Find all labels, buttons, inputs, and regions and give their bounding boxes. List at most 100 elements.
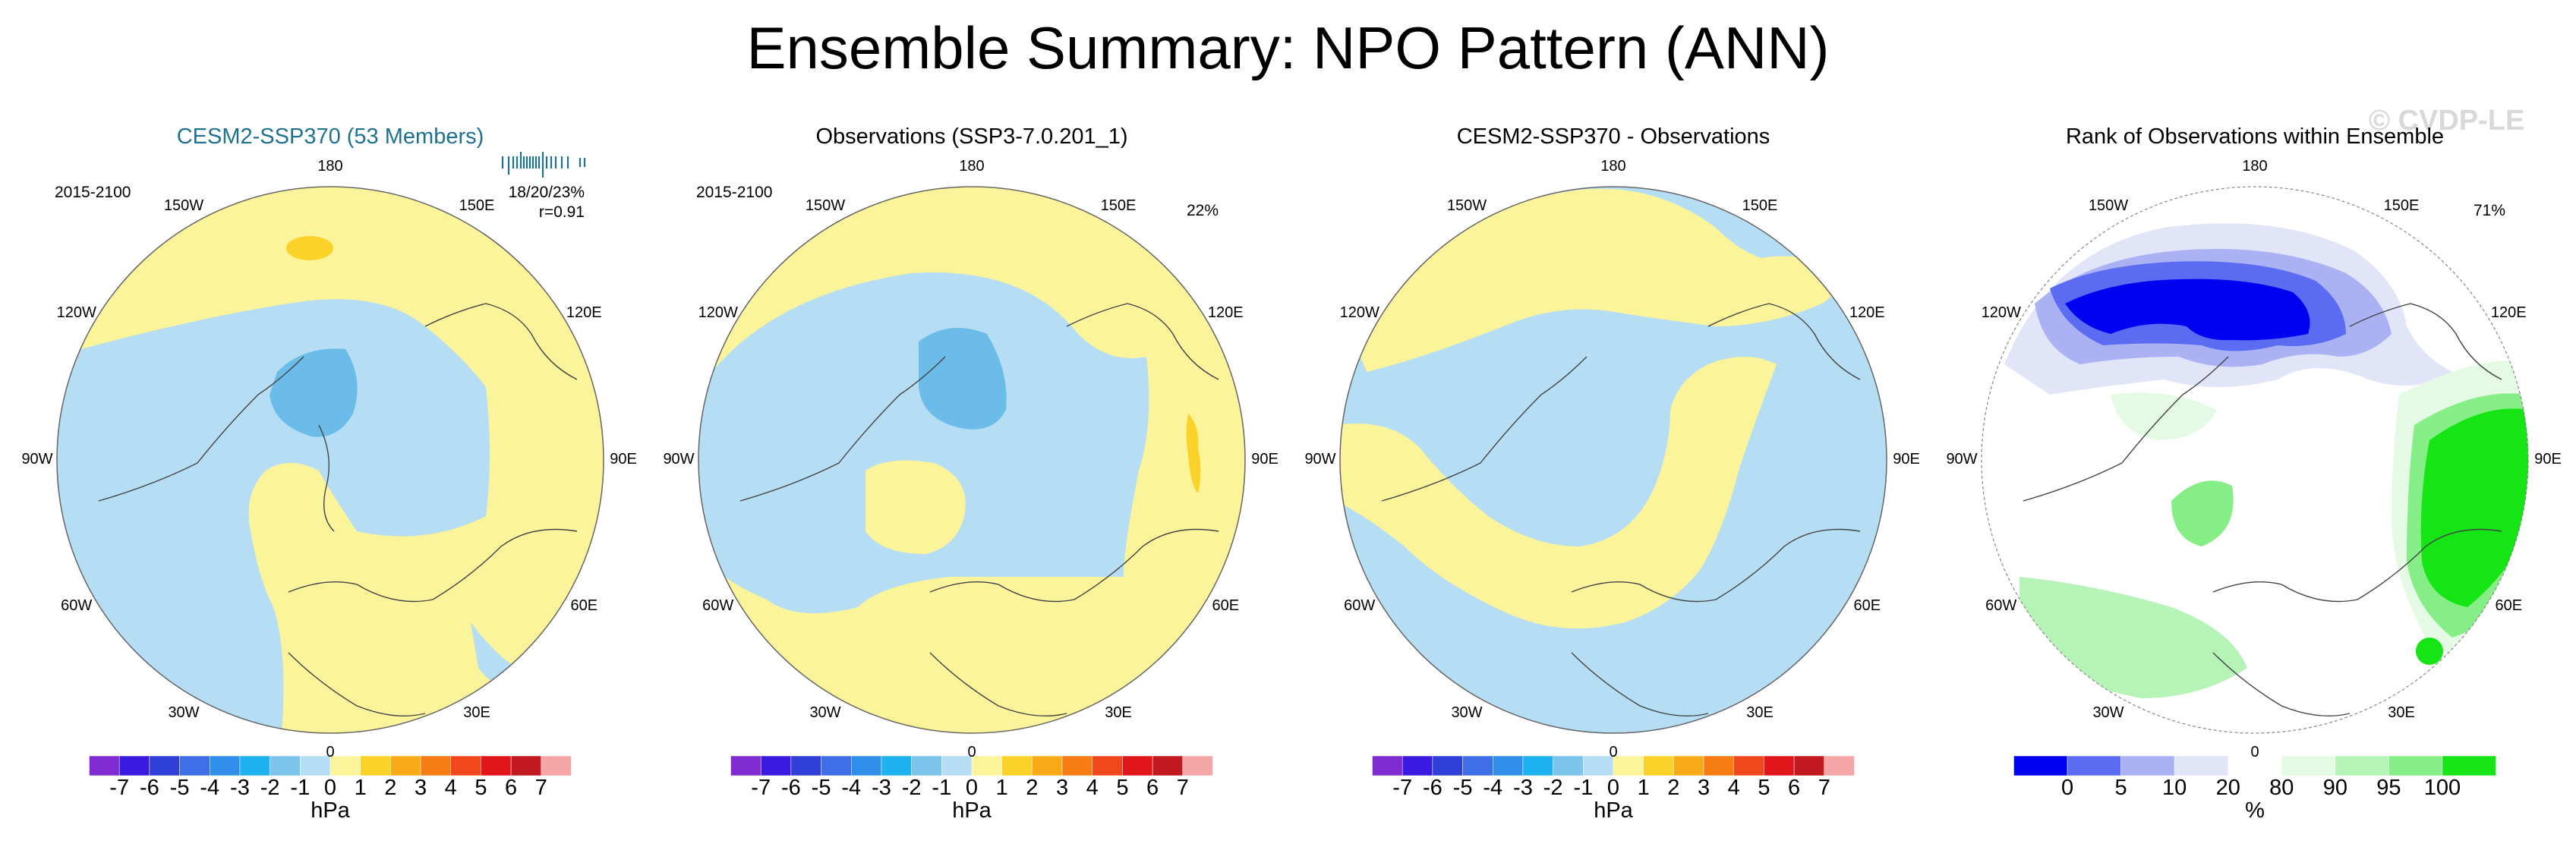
panel-2-colorbar-tick: 5 [1116, 776, 1129, 800]
panel-4-colorbar-tick: 80 [2269, 776, 2294, 800]
panel-3-colorbar-tick: -2 [1543, 776, 1563, 800]
panel-2-colorbar-tick: 3 [1055, 776, 1069, 800]
panel-3-colorbar-box [1613, 755, 1644, 776]
panel-2-colorbar-box [851, 755, 882, 776]
panel-1-lon-label: 90E [610, 451, 637, 468]
panel-2-colorbar-box [730, 755, 761, 776]
panel-1-colorbar-tick: 1 [354, 776, 367, 800]
figure-title: Ensemble Summary: NPO Pattern (ANN) [746, 14, 1830, 81]
panel-1-negative-field [57, 299, 490, 733]
panel-4-colorbar-tick: 90 [2322, 776, 2347, 800]
panel-3-colorbar-tick: 4 [1727, 776, 1740, 800]
panel-2-lon-label: 90W [663, 451, 695, 468]
panel-3-boundary [1339, 186, 1887, 734]
panel-1-colorbar-tick: 0 [323, 776, 337, 800]
panel-1-colorbar-box [89, 755, 120, 776]
panel-2-lon-label: 180 [959, 158, 985, 175]
panel-1-colorbar-box [239, 755, 270, 776]
panel-2-negative-field [698, 272, 1149, 613]
panel-3-lon-label: 30W [1451, 704, 1483, 722]
panel-1-colorbar-tick: -5 [169, 776, 190, 800]
panel-1-lon-label: 60W [61, 597, 93, 614]
panel-1-lon-label: 90W [21, 451, 53, 468]
panel-1-colorbar-box [420, 755, 451, 776]
panel-1-lon-label: 120E [566, 304, 602, 321]
panel-2-colorbar-box [1092, 755, 1123, 776]
panel-2-lon-label: 30W [809, 704, 841, 722]
panel-3-colorbar-tick: -4 [1483, 776, 1503, 800]
panel-3-colorbar-box [1402, 755, 1433, 776]
panel-4-colorbar-box [2442, 755, 2496, 776]
panel-4-green-bright [2420, 408, 2528, 607]
panel-2-colorbar-box [821, 755, 852, 776]
panel-3-lon-label: 150E [1742, 197, 1778, 214]
panel-3-colorbar-tick: 1 [1637, 776, 1650, 800]
panel-4-colorbar-tick: 0 [2060, 776, 2074, 800]
panel-2-colorbar-tick: -7 [751, 776, 771, 800]
panel-3-colorbar-tick: 5 [1758, 776, 1770, 800]
panel-4-deep-blue [2065, 279, 2310, 341]
panel-4-colorbar-tick: 5 [2114, 776, 2127, 800]
panel-1-arctic-low [270, 348, 358, 437]
panel-4-lon-label: 120E [2490, 304, 2527, 321]
panel-4-title: Rank of Observations within Ensemble [2065, 124, 2445, 149]
panel-1-colorbar-box [541, 755, 572, 776]
panel-3-colorbar-tick: 7 [1818, 776, 1830, 800]
panel-3-colorbar-tick: 2 [1667, 776, 1680, 800]
panel-4-lon-label: 0 [2250, 744, 2259, 760]
panel-4-boundary [1981, 186, 2529, 734]
panel-1-colorbar-box [270, 755, 301, 776]
panel-2-colorbar-tick: -3 [872, 776, 891, 800]
panel-4-lon-label: 120W [1981, 304, 2021, 321]
colorbars [89, 755, 2496, 776]
panel-1-lon-label: 150W [163, 197, 204, 214]
panel-3-lon-label: 150W [1446, 197, 1487, 214]
panel-2-colorbar-tick: 4 [1086, 776, 1099, 800]
panel-2-colorbar-tick: 0 [965, 776, 979, 800]
panel-4-lon-label: 30W [2092, 704, 2124, 722]
panel-2-colorbar-tick: -1 [932, 776, 952, 800]
panel-1-colorbar-tick: 3 [414, 776, 427, 800]
panel-4-colorbar-tick: 95 [2376, 776, 2401, 800]
panel-4-lon-label: 150W [2088, 197, 2129, 214]
panel-1-colorbar-tick: 7 [534, 776, 547, 800]
panel-4-lon-label: 60W [1985, 597, 2017, 614]
panel-2-colorbar-box [941, 755, 973, 776]
panel-1-colorbar-tick: -7 [109, 776, 130, 800]
panel-1-boundary [56, 186, 604, 734]
panel-2-lon-label: 30E [1105, 704, 1132, 722]
panel-2-arctic-low [919, 328, 1007, 430]
panel-3-colorbar-tick: -5 [1452, 776, 1473, 800]
panel-4-colorbar-box [2174, 755, 2228, 776]
panel-2-colorbar-tick: 2 [1026, 776, 1039, 800]
panel-3-colorbar-box [1673, 755, 1704, 776]
panel-1-stat-r: r=0.91 [538, 203, 585, 221]
panel-2-colorbar-tick: -6 [780, 776, 801, 800]
panel-1-title: CESM2-SSP370 (53 Members) [176, 124, 484, 149]
panel-3-colorbar-box [1522, 755, 1553, 776]
panel-1-member-ticks [501, 152, 586, 178]
panel-3-map [1340, 187, 1887, 733]
panel-2-colorbar-box [911, 755, 942, 776]
panel-1-map [57, 187, 604, 733]
panel-4-colorbar-tick: 10 [2162, 776, 2187, 800]
panel-4-colorbar-box [2013, 755, 2068, 776]
panel-2-colorbar-box [790, 755, 821, 776]
panel-1-colorbar-box [149, 755, 180, 776]
panel-3-colorbar-tick: 0 [1606, 776, 1620, 800]
panel-3-colorbar-box [1462, 755, 1493, 776]
panel-1-colorbar-tick: 5 [475, 776, 487, 800]
panel-1-colorbar-tick: -3 [230, 776, 250, 800]
panel-3-colorbar-box [1733, 755, 1764, 776]
panel-4-lon-label: 90E [2534, 451, 2562, 468]
panel-2-coastlines [739, 303, 1219, 716]
panel-1-stat-pct: 18/20/23% [508, 184, 585, 201]
panel-4-colorbar-box [2067, 755, 2121, 776]
panel-2-lon-label: 150W [805, 197, 846, 214]
panel-1-period: 2015-2100 [55, 184, 131, 201]
panel-2-colorbar-tick: -2 [901, 776, 922, 800]
panel-3-title: CESM2-SSP370 - Observations [1456, 124, 1770, 149]
panel-1-lon-label: 120W [56, 304, 96, 321]
panel-1-lon-label: 0 [326, 744, 335, 760]
panel-4-colorbar-unit: % [2245, 798, 2265, 823]
